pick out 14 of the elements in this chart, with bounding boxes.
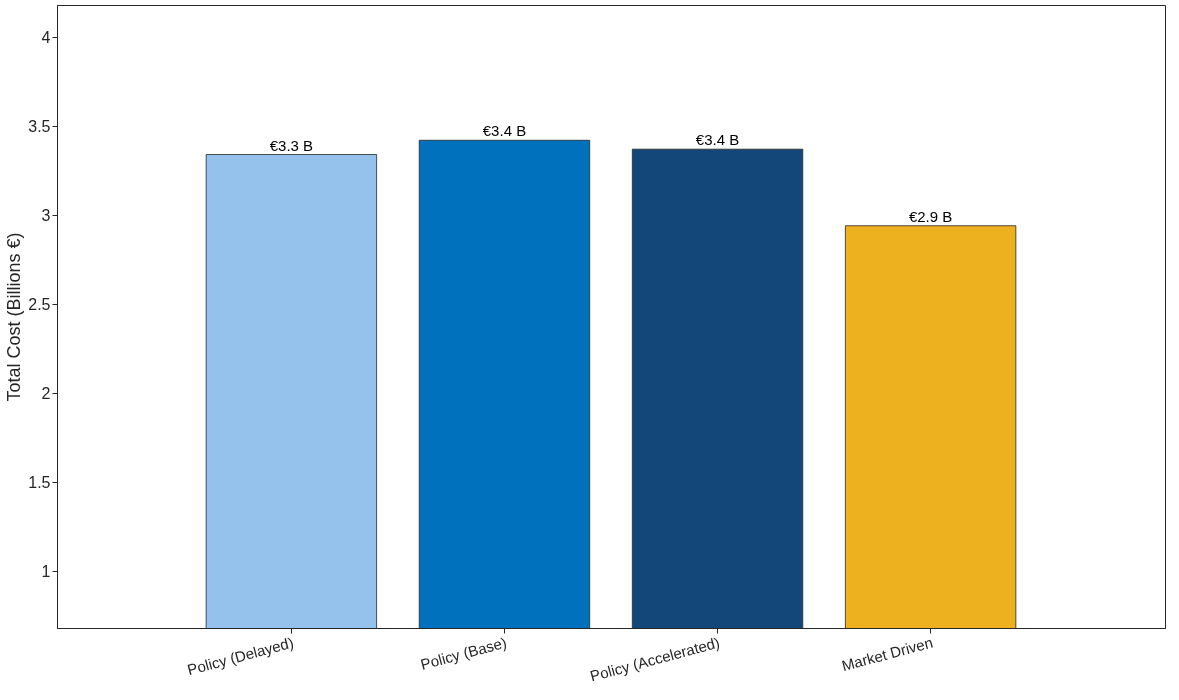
y-tick-label: 3.5 bbox=[28, 117, 51, 135]
y-tick-label: 2 bbox=[41, 384, 51, 402]
x-tick-label: Policy (Base) bbox=[418, 633, 509, 673]
data-label: €3.4 B bbox=[695, 131, 740, 149]
y-tick-label: 2.5 bbox=[28, 295, 51, 313]
y-tick-label: 1.5 bbox=[28, 473, 51, 491]
data-label: €3.3 B bbox=[269, 136, 314, 154]
y-tick-label: 1 bbox=[41, 562, 51, 580]
x-tick-label: Market Driven bbox=[839, 633, 935, 675]
y-tick-label: 4 bbox=[41, 28, 51, 46]
y-axis-title: Total Cost (Billions €) bbox=[4, 232, 25, 402]
data-label: €3.4 B bbox=[482, 122, 527, 140]
y-tick-label: 3 bbox=[41, 206, 51, 224]
data-label: €2.9 B bbox=[908, 207, 953, 225]
